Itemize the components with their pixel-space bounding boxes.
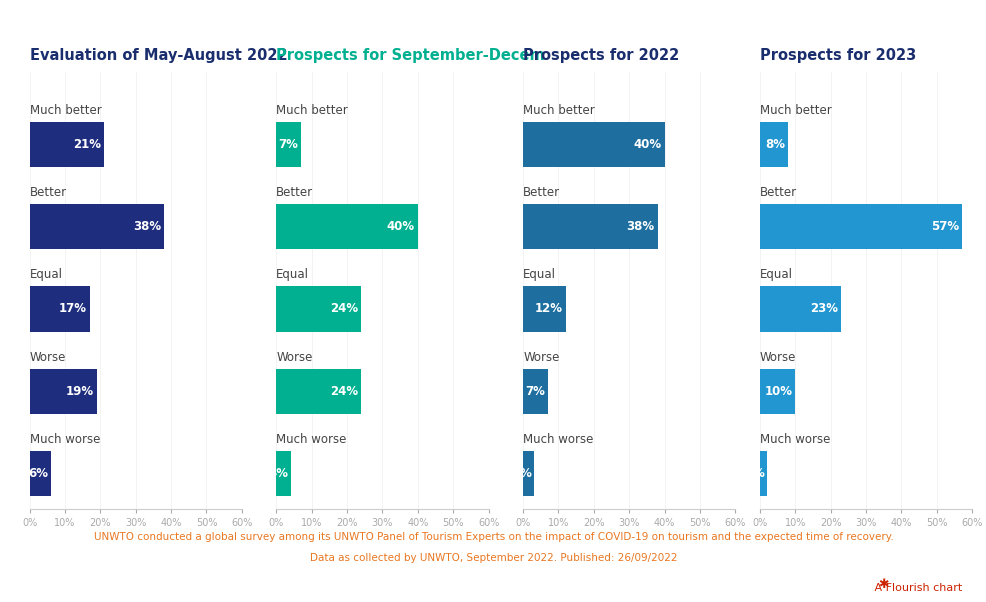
Text: 6%: 6% xyxy=(28,467,48,480)
Text: Much worse: Much worse xyxy=(30,433,100,446)
Text: A Flourish chart: A Flourish chart xyxy=(871,583,961,593)
Text: Much better: Much better xyxy=(30,104,102,117)
Text: UNWTO conducted a global survey among its UNWTO Panel of Tourism Experts on the : UNWTO conducted a global survey among it… xyxy=(94,532,892,542)
Text: 17%: 17% xyxy=(59,302,87,315)
Text: 2%: 2% xyxy=(744,467,764,480)
Bar xyxy=(523,287,565,332)
Text: 57%: 57% xyxy=(930,220,957,233)
Bar xyxy=(30,287,90,332)
Bar xyxy=(523,368,547,414)
Text: 24%: 24% xyxy=(330,385,358,398)
Text: Worse: Worse xyxy=(759,351,796,364)
Bar xyxy=(30,122,104,167)
Text: 19%: 19% xyxy=(66,385,94,398)
Text: 8%: 8% xyxy=(765,138,785,150)
Text: 21%: 21% xyxy=(73,138,101,150)
Text: Better: Better xyxy=(759,186,797,199)
Bar xyxy=(276,204,417,249)
Text: Better: Better xyxy=(30,186,67,199)
Text: 38%: 38% xyxy=(133,220,161,233)
Bar xyxy=(759,204,960,249)
Text: 10%: 10% xyxy=(764,385,792,398)
Text: Much better: Much better xyxy=(523,104,595,117)
Text: Much better: Much better xyxy=(759,104,831,117)
Bar xyxy=(759,287,840,332)
Text: 7%: 7% xyxy=(525,385,544,398)
Bar xyxy=(759,451,766,496)
Text: Worse: Worse xyxy=(276,351,313,364)
Text: 24%: 24% xyxy=(330,302,358,315)
Text: 40%: 40% xyxy=(387,220,414,233)
Text: 23%: 23% xyxy=(810,302,838,315)
Text: Much better: Much better xyxy=(276,104,348,117)
Bar xyxy=(759,368,795,414)
Bar xyxy=(276,368,361,414)
Bar xyxy=(523,451,533,496)
Text: Equal: Equal xyxy=(30,268,62,281)
Bar xyxy=(276,287,361,332)
Text: Prospects for 2022: Prospects for 2022 xyxy=(523,48,678,63)
Text: Prospects for September-Decem: Prospects for September-Decem xyxy=(276,48,544,63)
Text: Evaluation of May-August 2022: Evaluation of May-August 2022 xyxy=(30,48,287,63)
Text: Data as collected by UNWTO, September 2022. Published: 26/09/2022: Data as collected by UNWTO, September 20… xyxy=(310,553,676,563)
Bar xyxy=(30,204,164,249)
Text: Worse: Worse xyxy=(523,351,559,364)
Bar xyxy=(276,122,301,167)
Text: Much worse: Much worse xyxy=(523,433,593,446)
Text: Equal: Equal xyxy=(523,268,555,281)
Text: Much worse: Much worse xyxy=(276,433,346,446)
Text: Equal: Equal xyxy=(759,268,792,281)
Bar xyxy=(276,451,290,496)
Text: 12%: 12% xyxy=(534,302,562,315)
Text: 7%: 7% xyxy=(278,138,298,150)
Text: ✱: ✱ xyxy=(877,578,887,591)
Text: 38%: 38% xyxy=(626,220,654,233)
Text: 40%: 40% xyxy=(633,138,661,150)
Text: Worse: Worse xyxy=(30,351,66,364)
Text: Better: Better xyxy=(276,186,314,199)
Text: Equal: Equal xyxy=(276,268,309,281)
Text: Much worse: Much worse xyxy=(759,433,829,446)
Text: 3%: 3% xyxy=(512,467,531,480)
Text: 4%: 4% xyxy=(268,467,289,480)
Text: Better: Better xyxy=(523,186,560,199)
Bar xyxy=(523,122,664,167)
Bar xyxy=(523,204,657,249)
Text: Prospects for 2023: Prospects for 2023 xyxy=(759,48,915,63)
Bar xyxy=(759,122,788,167)
Bar xyxy=(30,368,97,414)
Bar xyxy=(30,451,51,496)
